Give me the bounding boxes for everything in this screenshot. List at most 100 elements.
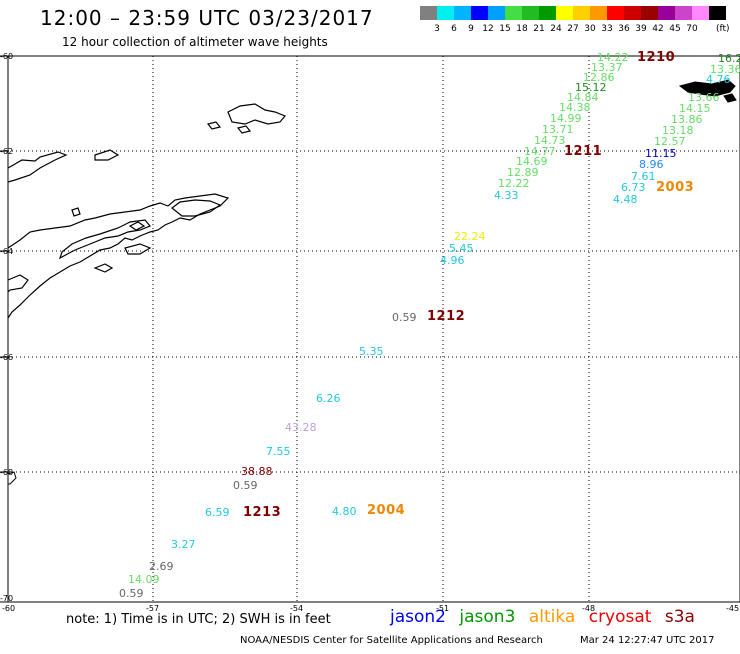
wave-height-label: 0.59	[119, 587, 144, 600]
legend-swatch	[420, 6, 437, 20]
legend-swatch	[505, 6, 522, 20]
legend-tick-label: 27	[567, 24, 579, 34]
legend-tick-label: 9	[468, 24, 474, 34]
color-scale-legend: 3 6 9 12 15 18 21 24 27 30 33 36 39 42 45 70 (ft)	[420, 6, 740, 42]
lat-label-68: -68	[0, 468, 14, 477]
lat-ticks	[0, 55, 8, 603]
wave-height-label: 7.55	[266, 445, 291, 458]
pass-label: 1213	[243, 505, 282, 520]
wave-height-label: 4.76	[706, 73, 731, 86]
footnote: note: 1) Time is in UTC; 2) SWH is in fe…	[66, 612, 331, 627]
south-orkney-islands	[678, 79, 737, 103]
legend-swatch	[624, 6, 641, 20]
legend-tick-label: 39	[635, 24, 647, 34]
lat-label-62: -62	[0, 147, 14, 156]
legend-swatch	[454, 6, 471, 20]
legend-tick-label: 3	[434, 24, 440, 34]
wave-height-label: 15.12	[575, 81, 607, 94]
legend-tick-label: 21	[533, 24, 545, 34]
wave-height-label: 4.33	[494, 189, 519, 202]
legend-tick-label: 18	[516, 24, 528, 34]
satellite-cryosat: cryosat	[588, 607, 652, 627]
legend-tick-label: 70	[686, 24, 698, 34]
wave-height-label: 12.57	[654, 135, 686, 148]
legend-tick-label: 33	[601, 24, 613, 34]
legend-tick-label: 12	[482, 24, 494, 34]
legend-swatch	[675, 6, 692, 20]
wave-height-label: 13.66	[688, 91, 720, 104]
legend-swatch	[692, 6, 709, 20]
wave-height-label: 38.88	[241, 465, 273, 478]
generated-timestamp: Mar 24 12:27:47 UTC 2017	[580, 635, 715, 646]
legend-swatch	[607, 6, 624, 20]
wave-height-label: 4.96	[440, 254, 465, 267]
satellite-legend: jason2 jason3 altika cryosat s3a	[390, 607, 703, 627]
wave-height-label: 13.37	[591, 61, 623, 74]
wave-height-label: 3.27	[171, 538, 196, 551]
wave-height-label: 6.59	[205, 506, 230, 519]
wave-height-label: 8.96	[639, 158, 664, 171]
lat-label-60: -60	[0, 52, 14, 61]
wave-height-label: 0.59	[233, 479, 258, 492]
wave-height-label: 22.24	[454, 230, 486, 243]
legend-swatch	[641, 6, 658, 20]
wave-height-label: 14.15	[679, 102, 711, 115]
wave-height-label: 14.77	[524, 145, 556, 158]
legend-tick-label: 15	[499, 24, 511, 34]
lat-label-66: -66	[0, 353, 14, 362]
page-title: 12:00 – 23:59 UTC 03/23/2017	[40, 6, 374, 30]
lon-label-51: -51	[436, 604, 450, 613]
lon-label-54: -54	[290, 604, 304, 613]
wave-height-label: 14.99	[550, 112, 582, 125]
wave-height-label: 5.45	[449, 242, 474, 255]
credit-line: NOAA/NESDIS Center for Satellite Applica…	[240, 635, 543, 646]
legend-swatch	[573, 6, 590, 20]
legend-tick-label: 30	[584, 24, 596, 34]
wave-height-label: 5.35	[359, 345, 384, 358]
wave-height-label: 13.71	[542, 123, 574, 136]
graticule	[8, 56, 740, 602]
wave-height-label: 12.86	[583, 71, 615, 84]
legend-swatch	[471, 6, 488, 20]
legend-tick-label: 6	[451, 24, 457, 34]
pass-label: 1212	[427, 309, 466, 324]
pass-label: 1211	[564, 144, 603, 159]
wave-height-label: 13.18	[662, 124, 694, 137]
wave-height-label: 6.26	[316, 392, 341, 405]
wave-height-label: 4.48	[613, 193, 638, 206]
wave-height-label: 14.38	[559, 101, 591, 114]
legend-swatch	[556, 6, 573, 20]
page-subtitle: 12 hour collection of altimeter wave hei…	[62, 35, 328, 49]
lat-label-70: -70	[0, 594, 14, 603]
wave-height-label: 4.80	[332, 505, 357, 518]
lon-label-48: -48	[582, 604, 596, 613]
coastline	[7, 149, 230, 319]
wave-height-label: 14.69	[516, 155, 548, 168]
legend-tick-label: 42	[652, 24, 664, 34]
legend-swatch	[539, 6, 556, 20]
pass-label: 2003	[656, 180, 695, 195]
wave-height-label: 12.22	[498, 177, 530, 190]
plot-frame	[7, 55, 740, 603]
legend-swatch	[590, 6, 607, 20]
satellite-jason3: jason3	[459, 607, 516, 627]
pass-label: 1210	[637, 50, 676, 65]
legend-swatch	[488, 6, 505, 20]
wave-height-label: 14.09	[128, 573, 160, 586]
legend-swatch	[658, 6, 675, 20]
wave-height-label: 14.84	[567, 91, 599, 104]
wave-height-label: 2.69	[149, 560, 174, 573]
lon-label-60: -60	[2, 604, 16, 613]
satellite-jason2: jason2	[390, 607, 446, 627]
wave-height-label: 43.28	[285, 421, 317, 434]
satellite-s3a: s3a	[664, 607, 695, 627]
wave-height-label: 13.36	[710, 63, 740, 76]
satellite-altika: altika	[528, 607, 576, 627]
legend-tick-label: 36	[618, 24, 630, 34]
legend-swatch	[437, 6, 454, 20]
isle-left-edge	[7, 471, 17, 485]
wave-height-label: 14.22	[597, 51, 629, 64]
wave-height-label: 11.15	[645, 147, 677, 160]
lat-label-64: -64	[0, 247, 14, 256]
